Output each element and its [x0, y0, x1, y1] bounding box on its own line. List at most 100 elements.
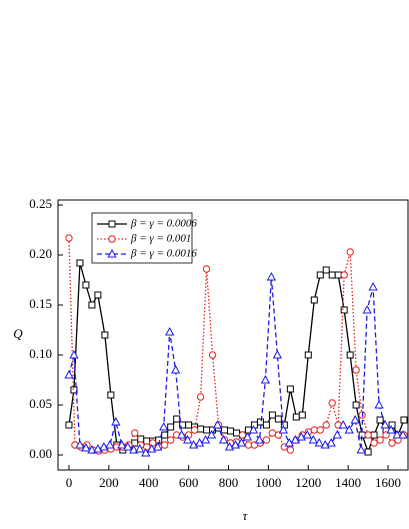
- marker: [227, 427, 235, 435]
- marker: [232, 429, 240, 437]
- marker: [82, 281, 90, 289]
- marker: [248, 424, 259, 434]
- marker: [135, 443, 145, 453]
- marker: [202, 265, 211, 273]
- marker: [286, 446, 295, 454]
- marker: [400, 416, 408, 424]
- legend-label: β = γ = 0.001: [130, 233, 191, 245]
- y-tick-label: 0.10: [29, 346, 52, 361]
- marker: [173, 415, 181, 423]
- marker: [206, 429, 217, 439]
- marker: [143, 437, 151, 445]
- marker: [364, 431, 372, 439]
- marker: [340, 271, 348, 279]
- marker: [362, 304, 372, 314]
- marker: [326, 437, 336, 447]
- marker: [81, 442, 91, 452]
- marker: [69, 349, 79, 359]
- marker: [242, 431, 253, 441]
- marker: [334, 271, 342, 279]
- y-tick-label: 0.15: [29, 296, 52, 311]
- marker: [286, 385, 294, 393]
- marker: [262, 436, 271, 444]
- marker: [338, 419, 348, 429]
- marker: [105, 439, 115, 449]
- marker: [370, 431, 378, 439]
- marker: [370, 439, 378, 447]
- marker: [344, 424, 354, 434]
- marker: [160, 441, 169, 449]
- plot-frame: [57, 199, 409, 471]
- marker: [380, 419, 390, 429]
- x-tick-label: 200: [99, 475, 119, 490]
- marker: [111, 416, 121, 426]
- marker: [108, 220, 116, 228]
- marker: [236, 437, 247, 447]
- marker: [350, 414, 360, 424]
- marker: [260, 374, 271, 384]
- marker: [292, 413, 300, 421]
- marker: [107, 391, 115, 399]
- marker: [108, 235, 116, 243]
- x-tick-label: 800: [219, 475, 239, 490]
- x-tick-label: 600: [179, 475, 199, 490]
- marker: [328, 399, 336, 407]
- marker: [208, 351, 217, 359]
- y-axis-label: Q: [13, 326, 23, 341]
- x-tick-label: 400: [139, 475, 159, 490]
- marker: [107, 248, 117, 258]
- marker: [166, 436, 175, 444]
- marker: [262, 421, 270, 429]
- marker: [129, 444, 139, 454]
- marker: [167, 423, 175, 431]
- marker: [200, 434, 211, 444]
- marker: [310, 296, 318, 304]
- marker: [266, 271, 277, 281]
- marker: [123, 441, 133, 451]
- marker: [352, 366, 360, 374]
- marker: [374, 399, 384, 409]
- x-tick-label: 1600: [375, 475, 401, 490]
- marker: [75, 439, 85, 449]
- marker: [65, 234, 73, 242]
- marker: [94, 291, 102, 299]
- marker: [88, 301, 96, 309]
- marker: [131, 439, 139, 447]
- marker: [392, 429, 402, 439]
- marker: [117, 439, 127, 449]
- marker: [159, 421, 169, 431]
- marker: [218, 434, 229, 444]
- marker: [149, 439, 157, 447]
- x-tick-label: 1200: [295, 475, 321, 490]
- y-tick-label: 0.05: [29, 396, 52, 411]
- marker: [346, 351, 354, 359]
- marker: [388, 439, 396, 447]
- marker: [101, 331, 109, 339]
- marker: [76, 259, 84, 267]
- x-axis-label: τ: [243, 508, 249, 523]
- marker: [364, 448, 372, 456]
- marker: [196, 393, 205, 401]
- y-tick-label: 0.00: [29, 446, 52, 461]
- x-tick-label: 1000: [255, 475, 281, 490]
- marker: [332, 429, 342, 439]
- marker: [87, 444, 97, 454]
- marker: [356, 444, 366, 454]
- marker: [322, 421, 330, 429]
- marker: [398, 429, 408, 439]
- marker: [308, 434, 318, 444]
- marker: [386, 424, 396, 434]
- marker: [304, 351, 312, 359]
- marker: [182, 434, 193, 444]
- marker: [153, 441, 163, 451]
- marker: [65, 421, 73, 429]
- legend-label: β = γ = 0.0006: [130, 218, 197, 230]
- marker: [221, 426, 229, 434]
- marker: [254, 434, 265, 444]
- marker: [316, 271, 324, 279]
- marker: [171, 364, 181, 374]
- marker: [302, 429, 312, 439]
- marker: [328, 271, 336, 279]
- marker: [212, 419, 223, 429]
